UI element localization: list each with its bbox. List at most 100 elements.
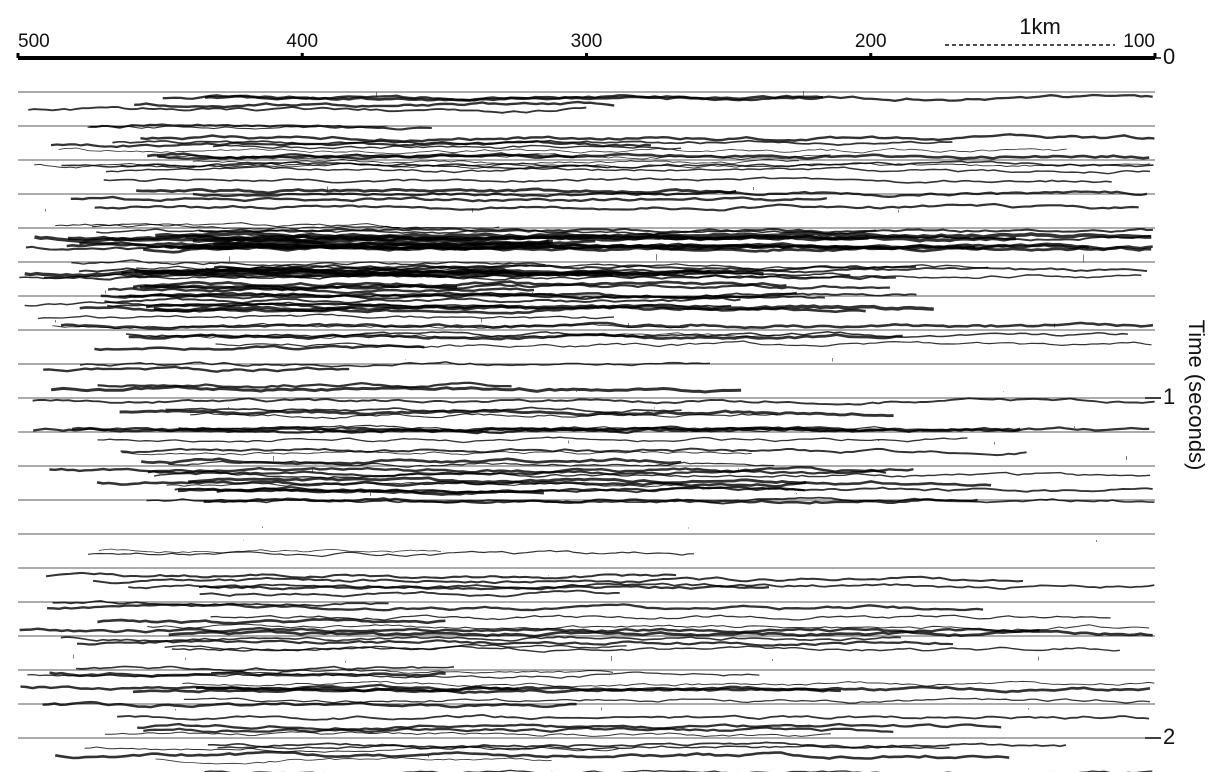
reflector	[128, 582, 1155, 590]
reflector	[134, 100, 615, 109]
reflector	[79, 361, 711, 368]
reflector	[98, 548, 441, 554]
reflector	[142, 269, 851, 277]
reflector	[183, 697, 1150, 704]
reflector	[71, 259, 546, 267]
reflector	[60, 635, 901, 642]
reflector	[87, 549, 695, 558]
reflector	[171, 645, 1120, 653]
reflector	[104, 731, 831, 738]
reflector	[27, 671, 760, 679]
reflector	[60, 321, 1154, 331]
reflector	[52, 322, 689, 330]
reflector	[165, 406, 682, 414]
reflector	[37, 313, 615, 320]
reflector	[217, 744, 950, 751]
reflector	[140, 133, 1155, 143]
reflector	[33, 426, 1150, 435]
reflector	[155, 231, 1152, 240]
y-tick-label: 1	[1163, 384, 1175, 409]
y-axis-label: Time (seconds)	[1184, 320, 1209, 471]
reflector	[128, 332, 903, 341]
reflector	[136, 187, 737, 195]
x-tick-label: 500	[18, 31, 50, 52]
x-tick-label: 400	[286, 31, 318, 52]
reflector	[155, 757, 552, 765]
reflector	[105, 165, 1151, 175]
y-tick-label: 2	[1163, 724, 1175, 749]
x-tick-label: 300	[571, 31, 603, 52]
reflector	[45, 571, 677, 580]
reflector	[136, 263, 989, 271]
reflector	[94, 202, 1139, 212]
reflector	[164, 242, 976, 251]
reflector	[121, 450, 752, 456]
x-tick-label: 200	[855, 31, 887, 52]
reflector	[120, 447, 1027, 457]
x-tick-label: 100	[1123, 31, 1155, 52]
reflector	[143, 726, 894, 734]
reflector	[117, 713, 1150, 721]
reflector	[198, 584, 770, 591]
reflector	[199, 589, 620, 598]
reflector	[104, 296, 741, 305]
reflector	[147, 469, 887, 478]
reflector	[55, 222, 500, 230]
reflector	[28, 105, 587, 114]
reflector	[144, 280, 787, 289]
reflector	[79, 304, 866, 315]
reflector	[75, 665, 455, 673]
reflector	[49, 671, 446, 678]
reflector	[153, 303, 934, 313]
reflector	[19, 626, 1040, 634]
reflector	[158, 153, 831, 160]
reflector	[92, 575, 1024, 585]
reflector	[50, 384, 742, 394]
reflector	[70, 195, 827, 203]
reflector	[192, 158, 799, 165]
reflector	[32, 397, 1155, 406]
reflector	[94, 344, 425, 352]
reflector	[210, 614, 1111, 621]
seismic-image	[18, 58, 1155, 772]
reflector	[162, 93, 1153, 102]
reflector	[47, 603, 984, 612]
reflector	[174, 485, 1153, 494]
reflector	[168, 629, 1153, 638]
reflector	[195, 685, 1151, 694]
reflector	[204, 769, 1153, 772]
reflector	[42, 700, 577, 709]
reflector	[107, 287, 535, 295]
reflector	[76, 639, 954, 647]
reflector	[87, 124, 388, 130]
reflector	[103, 176, 1112, 184]
reflector	[97, 381, 512, 389]
reflector	[119, 409, 894, 418]
reflector	[146, 496, 1155, 505]
reflector	[153, 470, 1151, 479]
reflector	[213, 263, 917, 272]
reflector	[54, 750, 1010, 760]
reflector	[58, 147, 1067, 155]
reflector	[190, 412, 779, 420]
reflector	[164, 644, 627, 652]
reflector	[188, 476, 807, 485]
reflector	[112, 139, 953, 146]
reflector	[128, 293, 825, 301]
reflector	[207, 741, 1067, 749]
reflector	[19, 273, 1142, 281]
reflector	[97, 436, 968, 444]
reflector	[97, 617, 446, 625]
reflector	[137, 722, 1002, 731]
reflector	[141, 457, 682, 466]
reflector	[166, 482, 683, 488]
reflector	[182, 680, 1155, 688]
reflector	[89, 123, 432, 131]
reflector	[92, 223, 423, 230]
reflector	[96, 228, 877, 236]
reflector	[43, 365, 350, 373]
y-tick-label: 0	[1163, 44, 1175, 69]
reflector	[192, 190, 1148, 198]
reflector	[49, 465, 914, 474]
